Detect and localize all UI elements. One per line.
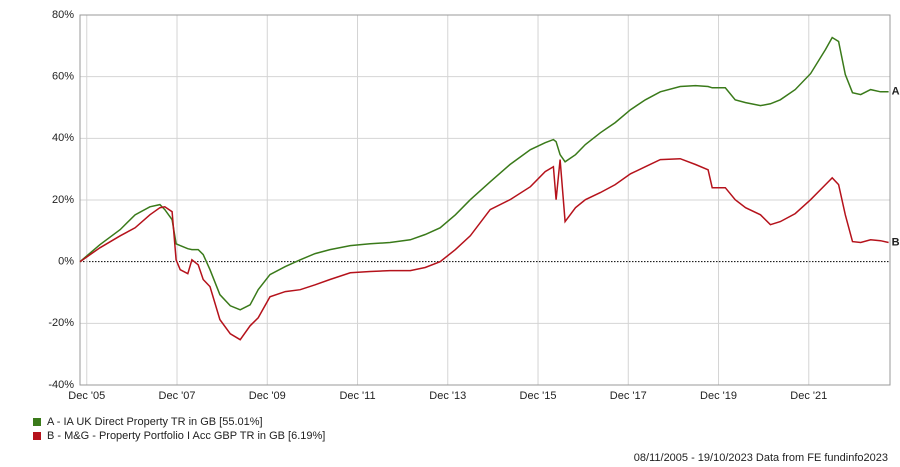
y-tick-label: 80% — [52, 9, 74, 21]
footnote: 08/11/2005 - 19/10/2023 Data from FE fun… — [634, 452, 888, 464]
end-label: B — [892, 236, 900, 248]
x-tick-label: Dec '05 — [68, 390, 105, 402]
x-tick-label: Dec '15 — [520, 390, 557, 402]
x-tick-label: Dec '11 — [339, 390, 375, 402]
legend-swatch — [33, 432, 41, 440]
x-tick-label: Dec '17 — [610, 390, 647, 402]
y-tick-label: -40% — [48, 379, 74, 391]
x-tick-label: Dec '21 — [790, 390, 827, 402]
x-tick-label: Dec '19 — [700, 390, 737, 402]
legend-label: A - IA UK Direct Property TR in GB [55.0… — [47, 416, 263, 428]
y-tick-label: 0% — [58, 256, 74, 268]
x-tick-label: Dec '09 — [249, 390, 286, 402]
series-line — [79, 36, 889, 311]
plot-frame — [79, 14, 891, 386]
y-tick-label: 40% — [52, 132, 74, 144]
series-line — [79, 157, 889, 341]
y-tick-label: -20% — [48, 317, 74, 329]
y-tick-label: 60% — [52, 71, 74, 83]
legend-label: B - M&G - Property Portfolio I Acc GBP T… — [47, 430, 325, 442]
y-tick-label: 20% — [52, 194, 74, 206]
x-tick-label: Dec '13 — [429, 390, 466, 402]
end-label: A — [892, 86, 900, 98]
x-tick-label: Dec '07 — [159, 390, 196, 402]
legend-swatch — [33, 418, 41, 426]
